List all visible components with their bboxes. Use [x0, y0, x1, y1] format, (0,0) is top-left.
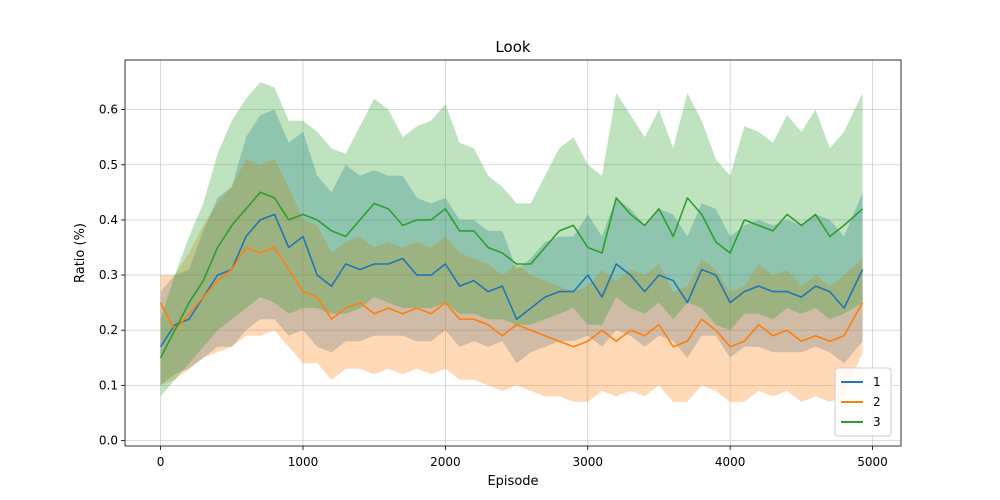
chart-title: Look — [495, 38, 530, 56]
y-tick-label: 0.4 — [99, 213, 118, 227]
y-tick-label: 0.1 — [99, 378, 118, 392]
series-line-2 — [159, 246, 864, 348]
x-tick-label: 5000 — [857, 455, 888, 469]
legend-label-2: 2 — [873, 395, 881, 409]
x-tick-label: 0 — [157, 455, 165, 469]
y-tick-label: 0.3 — [99, 268, 118, 282]
legend-label-1: 1 — [873, 375, 881, 389]
series-line-1 — [159, 213, 864, 348]
series-line-3 — [159, 191, 864, 359]
plot-frame — [124, 59, 902, 447]
y-tick-label: 0.5 — [99, 158, 118, 172]
x-tick-label: 4000 — [715, 455, 746, 469]
y-axis-label: Ratio (%) — [73, 223, 88, 283]
y-tick-label: 0.6 — [99, 103, 118, 117]
y-tick-label: 0.0 — [99, 433, 118, 447]
x-tick-label: 1000 — [288, 455, 319, 469]
x-tick-label: 3000 — [572, 455, 603, 469]
confidence-bands — [160, 82, 863, 402]
legend: 1 2 3 — [834, 367, 892, 437]
x-axis-label: Episode — [487, 474, 538, 489]
series-lines — [159, 191, 864, 359]
x-tick-label: 2000 — [430, 455, 461, 469]
confidence-band-3 — [160, 82, 863, 397]
y-tick-label: 0.2 — [99, 323, 118, 337]
legend-label-3: 3 — [873, 415, 881, 429]
axis-ticks: 0 1000 2000 3000 4000 5000 0.0 0.1 0.2 0.3 0.4 0.5 0… — [99, 103, 888, 469]
